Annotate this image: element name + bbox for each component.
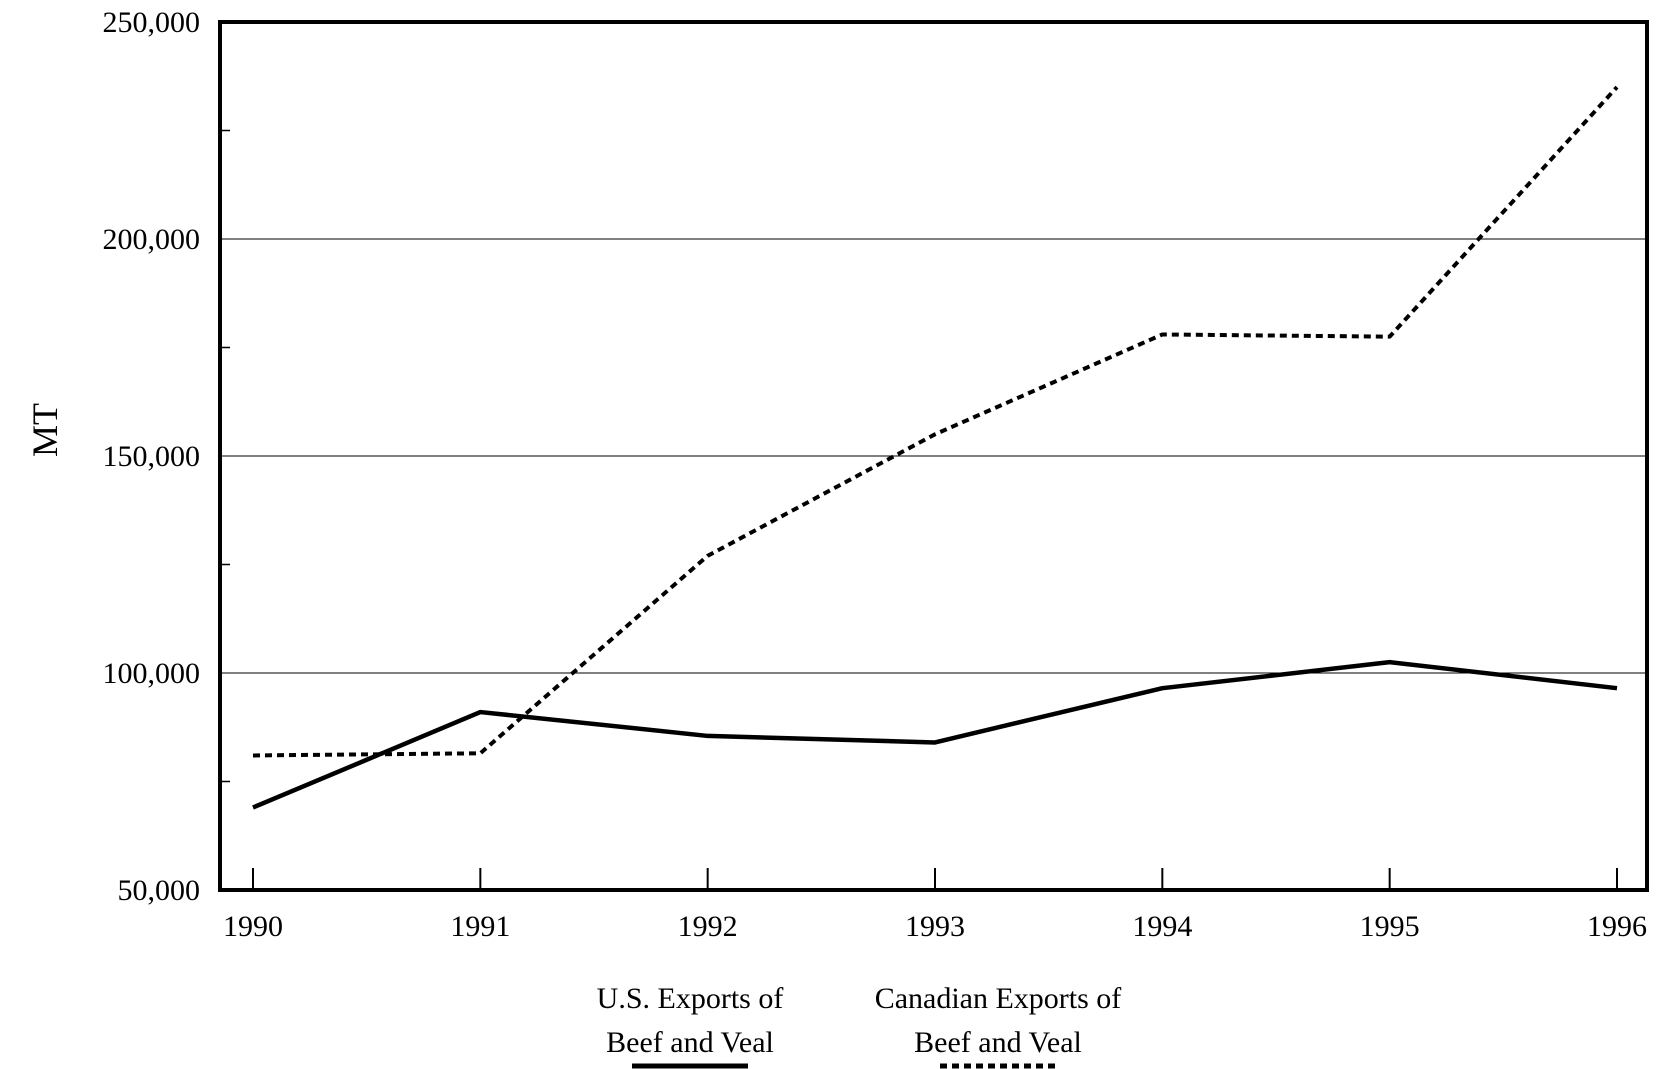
x-tick-label: 1995 xyxy=(1360,910,1420,943)
legend-label-canada-line1: Canadian Exports of xyxy=(875,982,1122,1015)
gridlines xyxy=(220,238,1647,674)
y-tick-label: 200,000 xyxy=(103,223,201,256)
legend-label-us-line2: Beef and Veal xyxy=(606,1026,774,1059)
series-lines xyxy=(252,85,1619,810)
legend-label-us-line1: U.S. Exports of xyxy=(597,982,784,1015)
x-tick-label: 1994 xyxy=(1132,910,1192,943)
y-tick-label: 100,000 xyxy=(103,657,201,690)
x-tick-label: 1992 xyxy=(678,910,738,943)
series-line-canada xyxy=(252,85,1619,758)
x-tick-label: 1996 xyxy=(1587,910,1647,943)
y-axis: 50,000 100,000 150,000 200,000 250,000 xyxy=(103,6,230,907)
series-line-us xyxy=(252,659,1618,810)
x-axis: 1990 1991 1992 1993 1994 1995 1996 xyxy=(223,868,1647,943)
x-tick-label: 1991 xyxy=(450,910,510,943)
legend: U.S. Exports of Beef and Veal Canadian E… xyxy=(597,982,1122,1069)
y-tick-label: 150,000 xyxy=(103,440,201,473)
x-tick-label: 1990 xyxy=(223,910,283,943)
y-axis-title: MT xyxy=(25,403,65,457)
legend-label-canada-line2: Beef and Veal xyxy=(914,1026,1082,1059)
y-tick-label: 50,000 xyxy=(118,874,201,907)
y-tick-label: 250,000 xyxy=(103,6,201,39)
x-tick-label: 1993 xyxy=(905,910,965,943)
plot-frame xyxy=(218,20,1649,892)
